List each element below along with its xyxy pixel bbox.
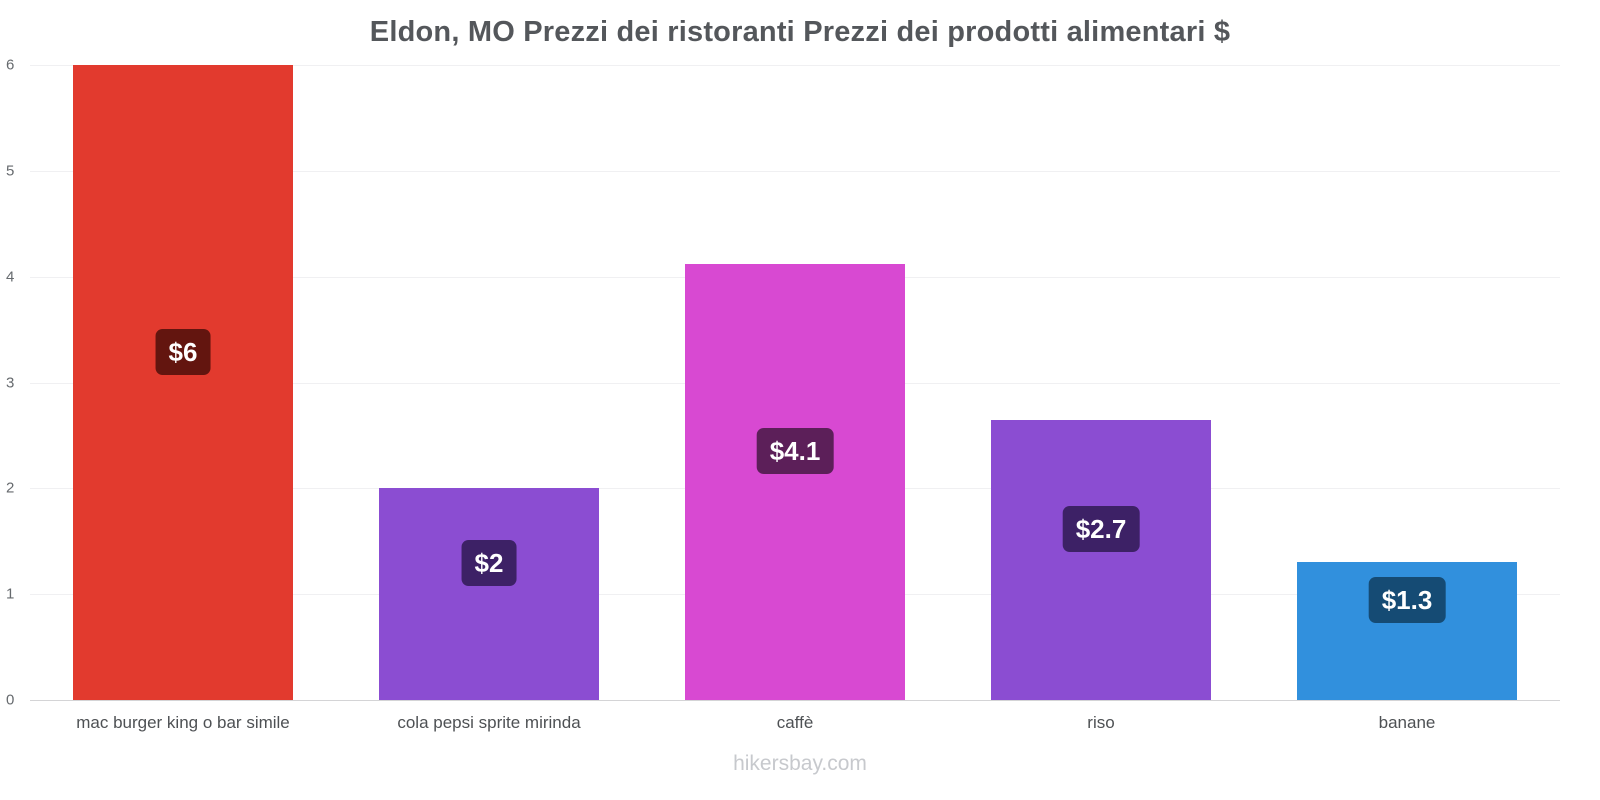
bar-value-label: $1.3 bbox=[1368, 577, 1446, 624]
bar-value-label: $6 bbox=[155, 328, 211, 375]
gridline bbox=[30, 65, 1560, 66]
y-tick-label: 6 bbox=[6, 56, 15, 74]
bar-1[interactable]: $6 bbox=[73, 65, 293, 700]
plot-area: 0 1 2 3 4 5 6 $6 mac burger king o bar simile $2 c… bbox=[6, 57, 1560, 732]
bar-3[interactable]: $4.1 bbox=[685, 263, 905, 700]
bar-5[interactable]: $1.3 bbox=[1297, 562, 1517, 700]
bar-value-label: $2.7 bbox=[1062, 505, 1140, 552]
y-tick-label: 3 bbox=[6, 374, 15, 391]
x-category-label: banane bbox=[1378, 713, 1436, 732]
x-category-label: mac burger king o bar simile bbox=[76, 713, 290, 732]
y-tick-label: 1 bbox=[6, 585, 15, 603]
y-tick-label: 4 bbox=[6, 268, 15, 286]
x-category-label: caffè bbox=[776, 713, 814, 732]
chart-title: Eldon, MO Prezzi dei ristoranti Prezzi d… bbox=[369, 16, 1231, 48]
x-category-label: cola pepsi sprite mirinda bbox=[397, 713, 581, 732]
bar-4[interactable]: $2.7 bbox=[991, 419, 1211, 700]
gridline bbox=[30, 170, 1560, 172]
y-tick-label: 2 bbox=[6, 479, 15, 497]
y-tick-label: 5 bbox=[6, 162, 15, 180]
x-axis-line bbox=[30, 700, 1560, 701]
x-category-label: riso bbox=[1087, 713, 1115, 732]
bar-value-label: $4.1 bbox=[756, 427, 834, 474]
bar-value-label: $2 bbox=[461, 540, 517, 587]
bar-2[interactable]: $2 bbox=[379, 488, 599, 700]
y-tick-label: 0 bbox=[6, 691, 15, 709]
watermark: hikersbay.com bbox=[733, 752, 867, 775]
